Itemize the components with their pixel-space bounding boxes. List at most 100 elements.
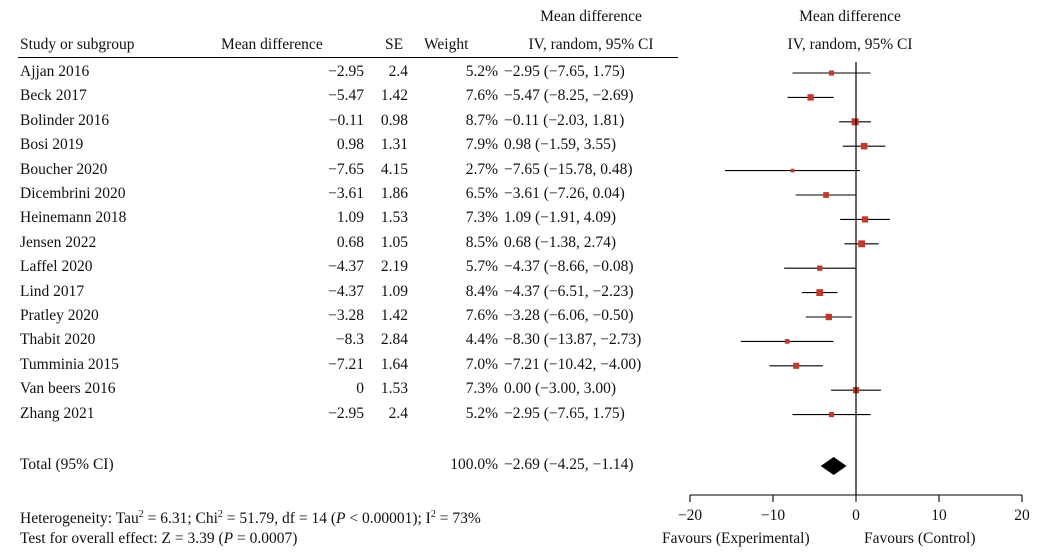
study-weight: 7.3% (465, 209, 498, 227)
study-weight: 7.0% (465, 355, 498, 373)
header-ci-line1: Mean difference (540, 8, 642, 25)
study-ci: −8.30 (−13.87, −2.73) (504, 331, 642, 349)
x-tick-label: 10 (931, 507, 947, 524)
study-mean-difference: −4.37 (328, 282, 364, 300)
study-weight: 6.5% (465, 185, 498, 202)
study-weight: 7.6% (465, 307, 498, 324)
study-se: 1.42 (380, 307, 408, 324)
study-se: 1.05 (380, 233, 408, 251)
study-name: Tumminia 2015 (20, 355, 119, 373)
effect-marker (823, 192, 829, 198)
study-ci: 0.00 (−3.00, 3.00) (504, 380, 617, 398)
favours-control-label: Favours (Control) (864, 530, 976, 547)
study-se: 1.09 (380, 282, 408, 300)
study-mean-difference: −2.95 (328, 404, 364, 422)
study-name: Dicembrini 2020 (20, 185, 126, 202)
study-mean-difference: 0.98 (336, 136, 364, 154)
study-mean-difference: −3.28 (328, 307, 364, 324)
x-tick-label: −20 (678, 507, 702, 524)
study-name: Van beers 2016 (20, 380, 116, 398)
study-name: Bosi 2019 (20, 136, 84, 154)
pooled-diamond (820, 457, 847, 475)
effect-marker (860, 142, 868, 150)
study-se: 2.19 (380, 258, 408, 276)
study-weight: 8.4% (465, 282, 498, 300)
effect-marker (784, 339, 790, 344)
header-weight: Weight (424, 36, 469, 53)
study-mean-difference: 1.09 (336, 209, 364, 227)
study-mean-difference: 0 (356, 380, 364, 398)
effect-marker (816, 289, 824, 297)
header-se: SE (385, 36, 404, 53)
study-se: 1.64 (380, 355, 408, 373)
study-ci: 0.98 (−1.59, 3.55) (504, 136, 617, 154)
header-divider (18, 57, 678, 58)
effect-marker (793, 362, 800, 369)
effect-marker (861, 216, 869, 223)
study-se: 0.98 (380, 111, 408, 129)
study-se: 1.31 (380, 136, 408, 154)
overall-effect-text: Test for overall effect: Z = 3.39 (P = 0… (20, 530, 298, 547)
total-weight: 100.0% (450, 456, 498, 473)
study-ci: −3.61 (−7.26, 0.04) (504, 185, 625, 202)
study-mean-difference: −7.21 (328, 355, 364, 373)
effect-marker (851, 118, 859, 126)
study-name: Bolinder 2016 (20, 111, 110, 129)
study-se: 2.84 (380, 331, 408, 349)
study-weight: 7.9% (465, 136, 498, 154)
study-ci: −5.47 (−8.25, −2.69) (504, 87, 634, 105)
study-ci: −4.37 (−6.51, −2.23) (504, 282, 634, 300)
study-name: Zhang 2021 (20, 404, 95, 422)
study-name: Boucher 2020 (20, 160, 108, 178)
study-se: 1.42 (380, 87, 408, 105)
effect-marker (858, 240, 866, 248)
effect-marker (825, 313, 832, 321)
study-se: 1.53 (380, 380, 408, 398)
effect-marker (790, 168, 795, 173)
header-mean-difference: Mean difference (221, 36, 323, 53)
header-plot-line2: IV, random, 95% CI (787, 36, 913, 53)
heterogeneity-text: Heterogeneity: Tau2 = 6.31; Chi2 = 51.79… (20, 508, 481, 527)
study-mean-difference: −0.11 (328, 111, 364, 129)
study-mean-difference: −8.3 (335, 331, 364, 349)
header-plot-line1: Mean difference (799, 8, 901, 25)
study-name: Lind 2017 (20, 282, 85, 300)
study-name: Laffel 2020 (20, 258, 93, 276)
study-ci: −3.28 (−6.06, −0.50) (504, 307, 634, 324)
study-name: Jensen 2022 (20, 233, 97, 251)
study-name: Pratley 2020 (20, 307, 99, 324)
study-se: 2.4 (388, 404, 408, 422)
study-mean-difference: 0.68 (336, 233, 364, 251)
study-mean-difference: −5.47 (328, 87, 364, 105)
study-weight: 7.6% (465, 87, 498, 105)
study-weight: 5.2% (465, 63, 498, 80)
study-ci: −7.21 (−10.42, −4.00) (504, 355, 642, 373)
x-tick-label: 0 (852, 507, 860, 524)
study-weight: 2.7% (465, 160, 498, 178)
study-mean-difference: −4.37 (328, 258, 364, 276)
effect-marker (807, 94, 814, 101)
effect-marker (828, 412, 835, 418)
study-ci: −2.95 (−7.65, 1.75) (504, 63, 625, 80)
total-ci: −2.69 (−4.25, −1.14) (504, 456, 634, 473)
total-label: Total (95% CI) (20, 456, 114, 473)
x-tick-label: 20 (1014, 507, 1030, 524)
study-weight: 7.3% (465, 380, 498, 398)
study-name: Ajjan 2016 (20, 63, 90, 80)
favours-experimental-label: Favours (Experimental) (662, 530, 810, 547)
study-ci: −4.37 (−8.66, −0.08) (504, 258, 634, 276)
study-weight: 5.7% (465, 258, 498, 276)
x-tick-label: −10 (761, 507, 785, 524)
study-name: Thabit 2020 (20, 331, 96, 349)
effect-marker (817, 265, 823, 271)
study-ci: 1.09 (−1.91, 4.09) (504, 209, 617, 227)
effect-marker (828, 70, 835, 76)
study-se: 4.15 (380, 160, 408, 178)
study-weight: 4.4% (465, 331, 498, 349)
study-ci: −7.65 (−15.78, 0.48) (504, 160, 633, 178)
study-se: 1.86 (380, 185, 408, 202)
study-name: Beck 2017 (20, 87, 87, 105)
header-ci-line2: IV, random, 95% CI (528, 36, 654, 53)
